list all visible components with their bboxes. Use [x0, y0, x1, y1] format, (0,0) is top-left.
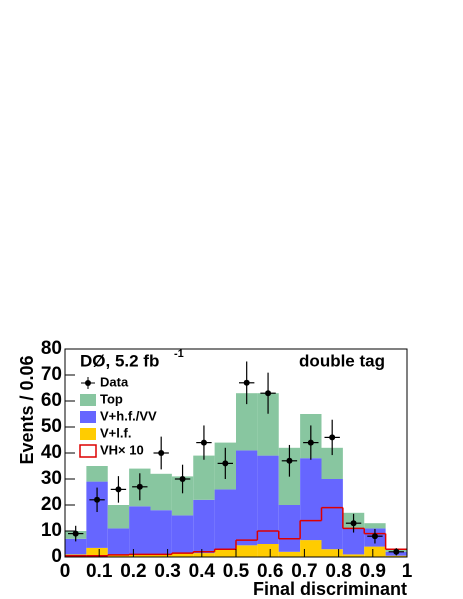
data-point [136, 483, 143, 490]
histogram-segment [150, 510, 172, 555]
y-tick-label: 10 [41, 520, 62, 541]
data-point [243, 379, 250, 386]
histogram-segment [107, 505, 130, 529]
x-tick-label: 0 [60, 561, 71, 582]
histogram-segment [171, 515, 194, 554]
histogram-segment [257, 393, 279, 456]
histogram-segment [107, 554, 130, 557]
annotation: double tag [299, 351, 385, 370]
histogram-segment [214, 549, 236, 557]
legend-swatch [80, 411, 96, 423]
legend-marker [85, 380, 91, 386]
histogram-segment [278, 551, 301, 557]
data-point [158, 450, 165, 456]
histogram-segment [193, 499, 215, 554]
data-point [371, 533, 378, 540]
data-point [200, 439, 207, 446]
x-tick-label: 0.6 [257, 561, 283, 582]
data-point [329, 434, 336, 441]
histogram-segment [65, 538, 87, 555]
histogram-segment [129, 506, 151, 555]
data-point [72, 530, 79, 537]
data-point [286, 457, 293, 464]
data-point [222, 460, 229, 467]
histogram-segment [150, 473, 172, 511]
histogram-segment [193, 553, 215, 557]
legend-label: Data [100, 374, 129, 389]
y-tick-label: 50 [41, 416, 62, 437]
histogram-segment [86, 547, 108, 557]
data-point [94, 496, 101, 503]
x-tick-label: 0.1 [86, 561, 113, 582]
y-tick-label: 70 [41, 364, 62, 385]
y-tick-label: 60 [41, 390, 62, 411]
histogram-segment [321, 549, 343, 557]
y-tick-label: 40 [41, 442, 62, 463]
y-tick-label: 80 [41, 338, 62, 359]
x-tick-label: 0.4 [189, 561, 216, 582]
data-point [115, 486, 122, 493]
histogram-segment [236, 450, 258, 546]
legend-swatch [79, 444, 97, 458]
data-point [350, 520, 357, 527]
histogram-segment [342, 528, 365, 555]
histogram-segment [193, 455, 215, 500]
y-tick-label: 0 [51, 546, 62, 567]
histogram-segment [321, 447, 343, 479]
legend-label: V+h.f./VV [100, 408, 157, 423]
legend-swatch [80, 394, 96, 406]
histogram-segment [321, 479, 343, 550]
histogram-segment [171, 553, 194, 557]
x-tick-label: 1 [402, 561, 413, 582]
data-point [393, 548, 400, 555]
histogram-segment [364, 546, 386, 557]
data-point [307, 439, 314, 446]
histogram-segment [300, 458, 322, 541]
histogram-segment [86, 481, 108, 548]
histogram-segment [342, 554, 365, 557]
histogram-segment [150, 554, 172, 557]
histogram-segment [236, 393, 258, 451]
x-axis-label: Final discriminant [253, 579, 407, 599]
histogram-segment [236, 545, 258, 557]
histogram-segment [364, 523, 386, 529]
chart-title: DØ, 5.2 fb [80, 351, 159, 370]
x-tick-label: 0.5 [223, 561, 250, 582]
data-point [179, 476, 186, 482]
x-tick-label: 0.2 [120, 561, 146, 582]
legend-label: Top [100, 391, 123, 406]
histogram-segment [385, 555, 407, 557]
histogram-segment [257, 455, 279, 544]
y-axis-label: Events / 0.06 [17, 355, 37, 464]
histogram-segment [214, 489, 236, 550]
chart-title-superscript: -1 [174, 348, 184, 360]
histogram-segment [86, 466, 108, 482]
legend-label: V+l.f. [100, 425, 131, 440]
legend-label: VH× 10 [100, 442, 144, 457]
x-tick-label: 0.9 [360, 561, 386, 582]
histogram-segment [129, 554, 151, 557]
histogram-segment [278, 505, 301, 552]
x-tick-label: 0.8 [325, 561, 351, 582]
histogram-segment [300, 540, 322, 557]
histogram-segment [171, 476, 194, 516]
x-tick-label: 0.3 [154, 561, 180, 582]
histogram-segment [107, 528, 130, 555]
histogram-segment [257, 544, 279, 557]
x-tick-label: 0.7 [291, 561, 317, 582]
legend-swatch [80, 428, 96, 440]
y-tick-label: 20 [41, 494, 62, 515]
data-point [265, 390, 272, 397]
y-tick-label: 30 [41, 468, 62, 489]
